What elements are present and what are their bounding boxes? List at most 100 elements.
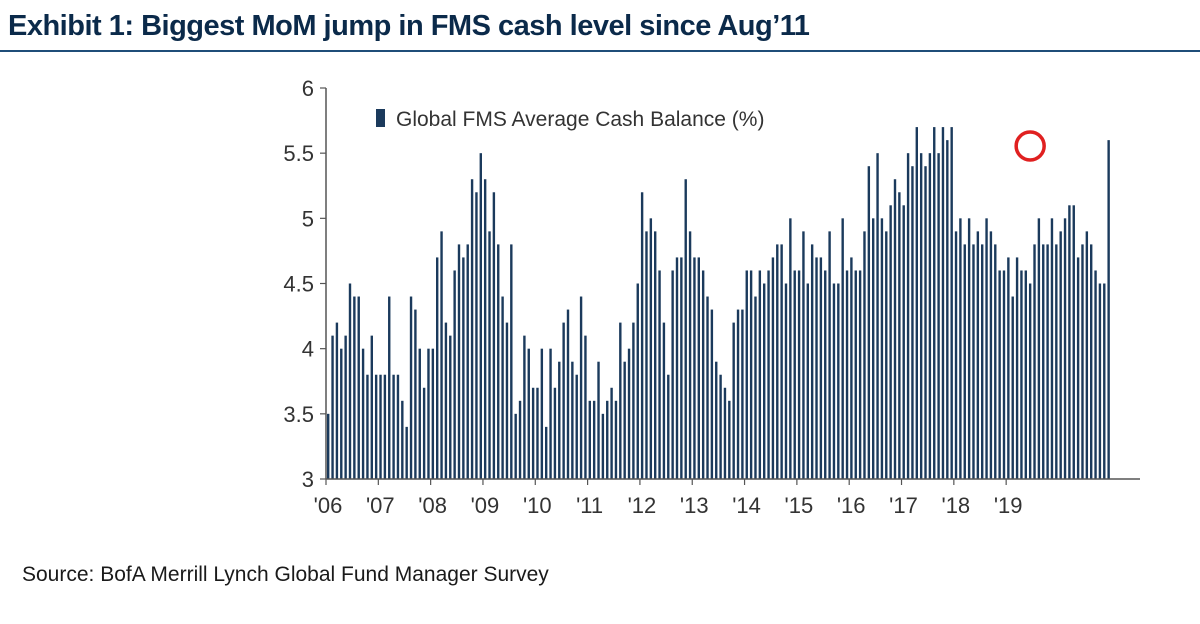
bar [741, 309, 744, 479]
bar [571, 361, 574, 479]
bar [492, 192, 496, 479]
bar [837, 283, 840, 479]
bar [649, 218, 653, 479]
bar [924, 166, 927, 479]
bar [671, 270, 674, 479]
bar [972, 244, 975, 479]
bar [754, 296, 757, 479]
bar [667, 374, 670, 479]
y-tick-label: 4 [302, 337, 314, 362]
legend-label: Global FMS Average Cash Balance (%) [396, 108, 764, 131]
bar [414, 309, 417, 479]
y-tick-label: 5 [302, 206, 314, 231]
bar [1011, 296, 1014, 479]
bar [789, 218, 792, 479]
bar [436, 257, 439, 479]
legend-swatch [376, 109, 385, 127]
bar [366, 374, 369, 479]
bar [928, 153, 932, 480]
bar [527, 348, 530, 479]
bar [453, 270, 456, 479]
bar [392, 374, 395, 479]
bar [422, 387, 426, 479]
bar [388, 296, 391, 479]
bar [806, 283, 809, 479]
bar [959, 218, 962, 479]
highlight-circle [1014, 130, 1046, 162]
bar [684, 179, 687, 479]
bar [767, 270, 770, 479]
bar [531, 387, 535, 479]
bar [488, 231, 491, 479]
bar [998, 270, 1001, 479]
bar [1094, 270, 1097, 479]
bar [1081, 244, 1084, 479]
y-axis-ticks: 3 3.5 4 4.5 5 5.5 6 [283, 76, 326, 492]
bar [588, 400, 591, 479]
bar [1107, 140, 1110, 479]
bar [911, 166, 914, 479]
y-tick-label: 5.5 [283, 141, 314, 166]
x-tick-label: '18 [942, 493, 971, 518]
bar [736, 309, 740, 479]
bar [815, 257, 818, 479]
bar [889, 205, 892, 480]
bar [1090, 244, 1093, 479]
bar [1103, 283, 1106, 479]
bar [335, 322, 339, 479]
bar [723, 387, 727, 479]
x-tick-label: '09 [471, 493, 500, 518]
chart-annotation [1014, 130, 1046, 162]
bar [845, 270, 849, 479]
bar [1055, 244, 1058, 479]
bar [915, 127, 918, 479]
bar [331, 335, 334, 479]
bar [374, 374, 378, 479]
chart-legend: Global FMS Average Cash Balance (%) [376, 108, 764, 131]
bar [919, 153, 923, 480]
bar [558, 361, 561, 479]
bar [688, 231, 692, 479]
bar [592, 400, 596, 479]
bar [601, 413, 605, 479]
bar [906, 153, 910, 480]
bar [470, 179, 474, 479]
x-tick-label: '07 [366, 493, 395, 518]
bar [444, 322, 448, 479]
bar [819, 257, 823, 479]
source-note: Source: BofA Merrill Lynch Global Fund M… [22, 563, 549, 586]
bar [575, 374, 578, 479]
bar [440, 231, 443, 479]
bar [623, 361, 626, 479]
bar [597, 361, 600, 479]
bar [810, 244, 814, 479]
bar [483, 179, 487, 479]
bar [479, 153, 482, 480]
bar [697, 257, 700, 479]
bar [545, 426, 548, 479]
x-tick-label: '13 [680, 493, 709, 518]
bar [640, 192, 644, 479]
bar [1037, 218, 1041, 479]
bar [675, 257, 679, 479]
bar [797, 270, 801, 479]
bar [963, 244, 966, 479]
bar [989, 231, 993, 479]
bar [776, 244, 779, 479]
bar [976, 231, 980, 479]
bar [841, 218, 844, 479]
x-tick-label: '19 [994, 493, 1023, 518]
bar [606, 400, 609, 479]
bar [361, 348, 365, 479]
bar [401, 400, 404, 479]
bar [981, 244, 984, 479]
bar [710, 309, 714, 479]
y-tick-label: 3 [302, 467, 314, 492]
bar [353, 296, 356, 479]
bar [405, 426, 408, 479]
bar [863, 231, 866, 479]
title-divider [0, 50, 1200, 52]
bar [854, 270, 857, 479]
bar [348, 283, 352, 479]
bar [418, 348, 421, 479]
